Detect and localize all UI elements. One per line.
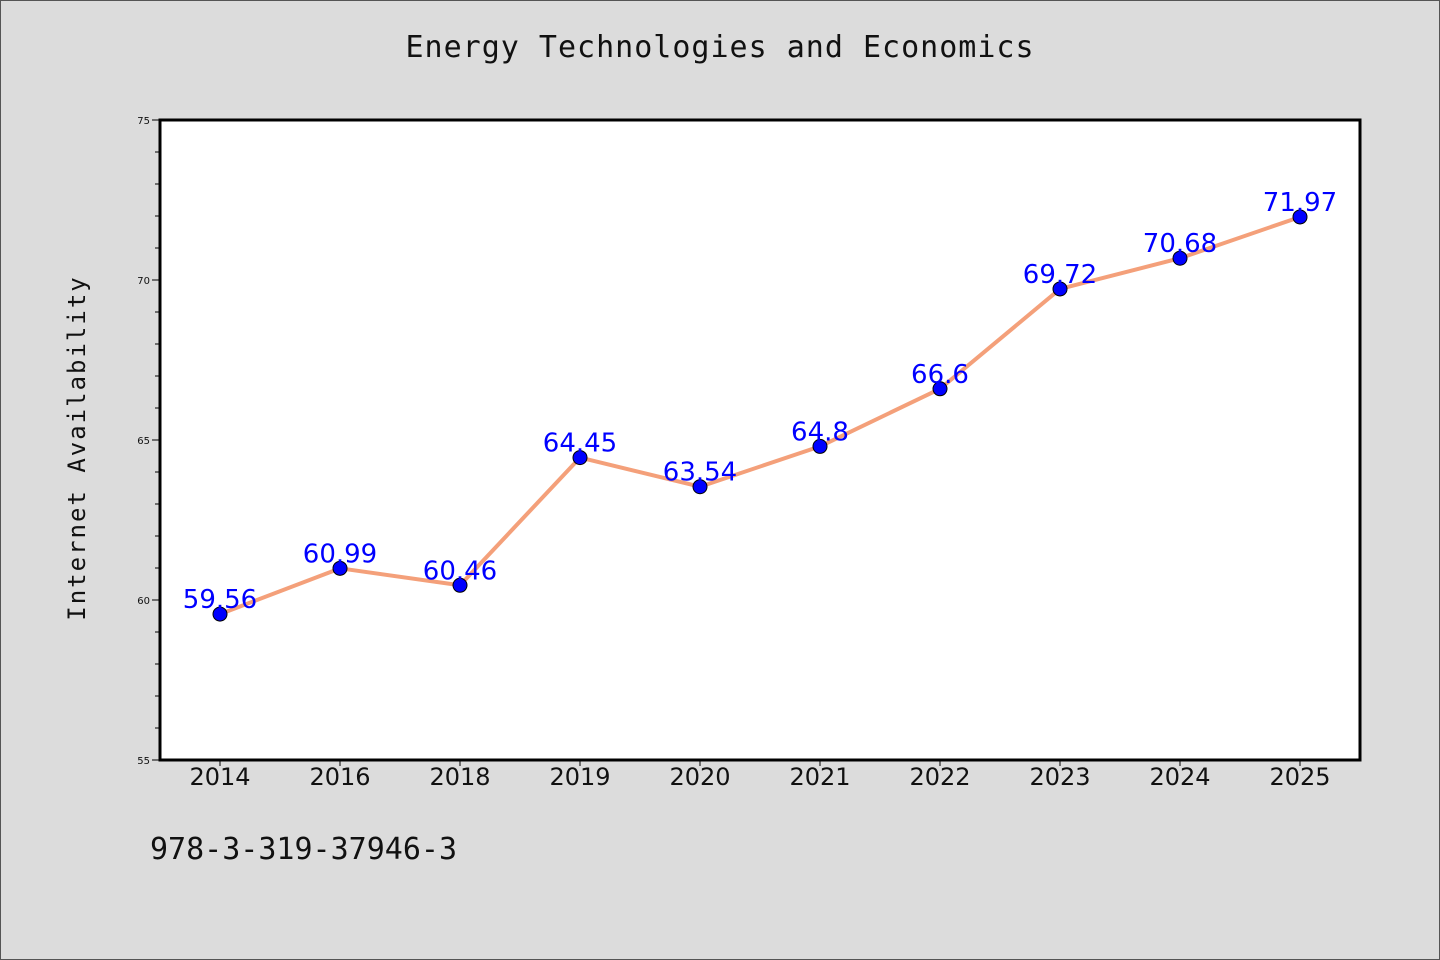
series-line	[218, 214, 1302, 617]
plot-area	[158, 118, 1362, 762]
data-point	[1172, 250, 1188, 266]
data-label: 71.97	[1263, 188, 1337, 218]
x-tick-label: 2022	[909, 763, 970, 791]
data-labels: 59.56 60.99 60.46 64.45 63.54 64.8 66.6 69.72 70…	[183, 188, 1337, 615]
x-tick-label: 2025	[1269, 763, 1330, 791]
data-point	[212, 606, 228, 622]
y-tick-label: 70	[137, 276, 150, 287]
x-tick-label: 2014	[189, 763, 250, 791]
data-label: 64.8	[791, 417, 849, 447]
x-axis: 2014 2016 2018 2019 2020 2021 2022 2023 2024 2025	[189, 760, 1331, 791]
data-label: 70.68	[1143, 229, 1217, 259]
x-tick-label: 2023	[1029, 763, 1090, 791]
x-tick-label: 2020	[669, 763, 730, 791]
isbn-code: 978-3-319-37946-3	[150, 832, 458, 867]
y-tick-label: 60	[137, 596, 150, 607]
y-axis: 55 60 65 70 75	[137, 116, 160, 767]
y-tick-label: 75	[137, 116, 150, 127]
x-tick-label: 2024	[1149, 763, 1210, 791]
data-point	[1292, 209, 1308, 225]
data-point	[932, 381, 948, 397]
data-point	[332, 560, 348, 576]
x-tick-label: 2018	[429, 763, 490, 791]
data-label: 66.6	[911, 360, 969, 390]
data-point	[572, 450, 588, 466]
data-label: 63.54	[663, 458, 737, 488]
x-tick-label: 2016	[309, 763, 370, 791]
x-tick-label: 2019	[549, 763, 610, 791]
data-label: 59.56	[183, 585, 257, 615]
data-point	[812, 438, 828, 454]
data-point	[1052, 281, 1068, 297]
chart-title: Energy Technologies and Economics	[405, 30, 1035, 65]
y-tick-label: 55	[137, 756, 150, 767]
data-point	[452, 577, 468, 593]
data-point	[692, 479, 708, 495]
series-group	[212, 209, 1308, 622]
y-tick-label: 65	[137, 436, 150, 447]
data-label: 60.99	[303, 539, 377, 569]
data-label: 60.46	[423, 556, 497, 586]
data-label: 69.72	[1023, 260, 1097, 290]
data-label: 64.45	[543, 429, 617, 459]
x-tick-label: 2021	[789, 763, 850, 791]
